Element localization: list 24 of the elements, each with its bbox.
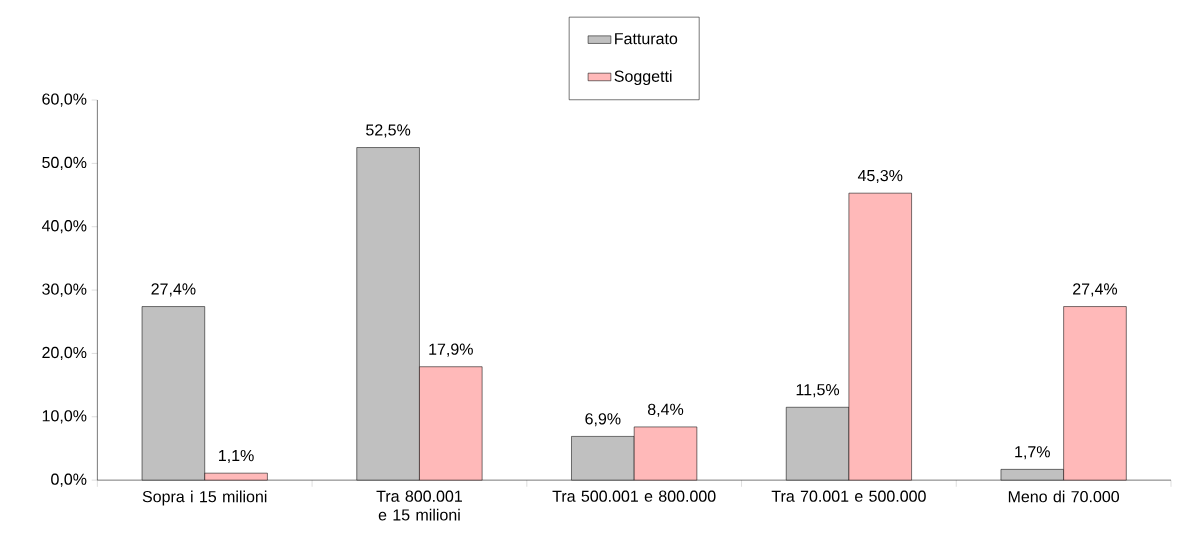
y-tick-label: 0,0%	[51, 473, 87, 487]
y-tick-label: 60,0%	[42, 93, 87, 107]
data-label: 27,4%	[1073, 283, 1118, 297]
data-label: 17,9%	[429, 343, 473, 357]
y-tick-label: 50,0%	[42, 156, 87, 171]
legend-label: Soggetti	[614, 70, 672, 86]
data-label: 1,7%	[1015, 446, 1050, 460]
data-label: 6,9%	[585, 413, 621, 427]
legend-label: Fatturato	[615, 33, 678, 45]
x-tick-label: Tra 800.001 e 15 milioni	[376, 490, 462, 521]
data-label: 1,1%	[219, 450, 254, 464]
y-tick-label: 30,0%	[42, 283, 87, 297]
data-label: 45,3%	[857, 169, 903, 184]
data-label: 11,5%	[796, 384, 840, 398]
data-label: 27,4%	[151, 283, 196, 297]
data-label: 8,4%	[647, 403, 684, 417]
x-tick-label: Meno di 70.000	[1008, 490, 1120, 503]
y-tick-label: 20,0%	[42, 346, 87, 361]
y-tick-label: 40,0%	[41, 220, 87, 234]
data-label: 52,5%	[366, 124, 411, 138]
x-tick-label: Sopra i 15 milioni	[142, 490, 267, 506]
x-tick-label: Tra 70.001 e 500.000	[771, 490, 926, 502]
x-tick-label: Tra 500.001 e 800.000	[552, 490, 716, 502]
y-tick-label: 10,0%	[42, 410, 87, 424]
